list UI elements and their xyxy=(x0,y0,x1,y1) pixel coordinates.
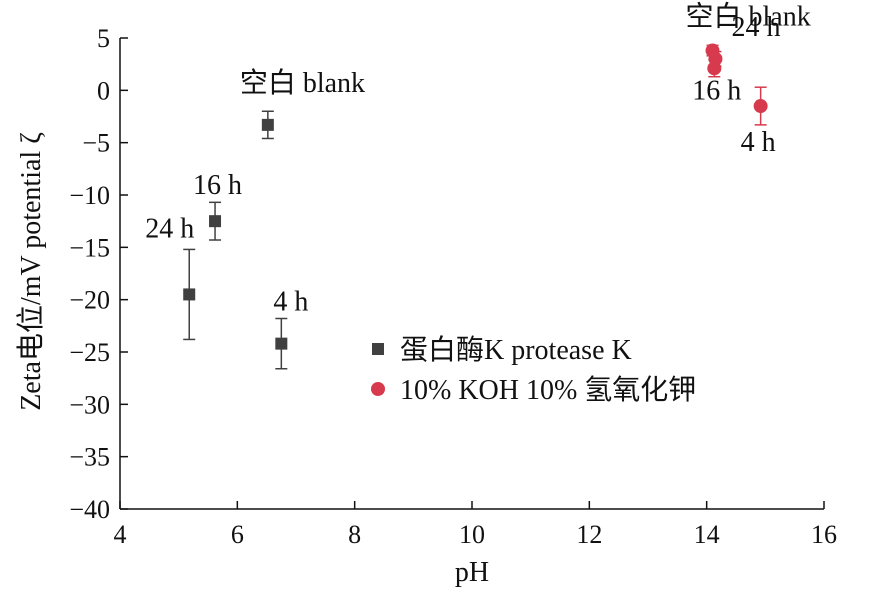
y-axis-label: Zeta电位/mV potential ζ xyxy=(15,132,47,411)
y-tick-label: −30 xyxy=(69,390,110,419)
square-marker xyxy=(275,337,288,350)
data-points xyxy=(183,43,768,370)
legend-square-marker xyxy=(372,343,384,355)
x-tick-label: 4 xyxy=(114,520,127,549)
legend: 蛋白酶K protease K 10% KOH 10% 氢氧化钾 xyxy=(371,334,696,406)
point-annotation: 4 h xyxy=(741,127,776,158)
point-annotation: 16 h xyxy=(692,75,741,106)
data-point xyxy=(209,201,222,241)
y-tick-label: 5 xyxy=(97,24,110,53)
data-point xyxy=(275,317,288,370)
x-axis-ticks: 4 6 8 10 12 14 16 xyxy=(114,501,837,549)
point-annotation: 16 h xyxy=(193,170,242,201)
circle-marker xyxy=(707,61,722,76)
y-tick-label: 0 xyxy=(97,76,110,105)
y-tick-label: −35 xyxy=(69,443,110,472)
legend-circle-marker xyxy=(371,382,385,396)
data-point xyxy=(183,248,196,341)
point-annotation: 4 h xyxy=(273,287,308,318)
y-tick-label: −40 xyxy=(69,495,110,524)
data-point xyxy=(261,110,274,140)
point-annotation: 24 h xyxy=(145,213,194,244)
x-tick-label: 8 xyxy=(348,520,361,549)
data-point xyxy=(707,59,722,78)
square-marker xyxy=(183,288,196,301)
point-annotation: 24 h xyxy=(731,12,780,43)
data-point xyxy=(753,86,768,126)
square-marker xyxy=(261,118,274,131)
y-tick-label: −20 xyxy=(69,286,110,315)
y-tick-label: −5 xyxy=(82,129,110,158)
x-tick-label: 14 xyxy=(694,520,720,549)
x-axis-label: pH xyxy=(455,557,489,588)
square-marker xyxy=(209,215,222,228)
x-tick-label: 6 xyxy=(231,520,244,549)
x-tick-label: 10 xyxy=(459,520,485,549)
point-annotation: 空白 blank xyxy=(686,1,811,33)
axes xyxy=(119,38,824,510)
y-tick-label: −15 xyxy=(69,233,110,262)
circle-marker xyxy=(753,99,768,114)
legend-label: 蛋白酶K protease K xyxy=(400,334,632,366)
y-tick-label: −25 xyxy=(69,338,110,367)
y-tick-label: −10 xyxy=(69,181,110,210)
x-tick-label: 16 xyxy=(811,520,837,549)
legend-label: 10% KOH 10% 氢氧化钾 xyxy=(400,374,696,406)
y-axis-ticks: 5 0 −5 −10 −15 −20 −25 −30 −35 −40 xyxy=(69,24,128,524)
point-annotation: 空白 blank xyxy=(240,67,365,99)
x-tick-label: 12 xyxy=(576,520,602,549)
